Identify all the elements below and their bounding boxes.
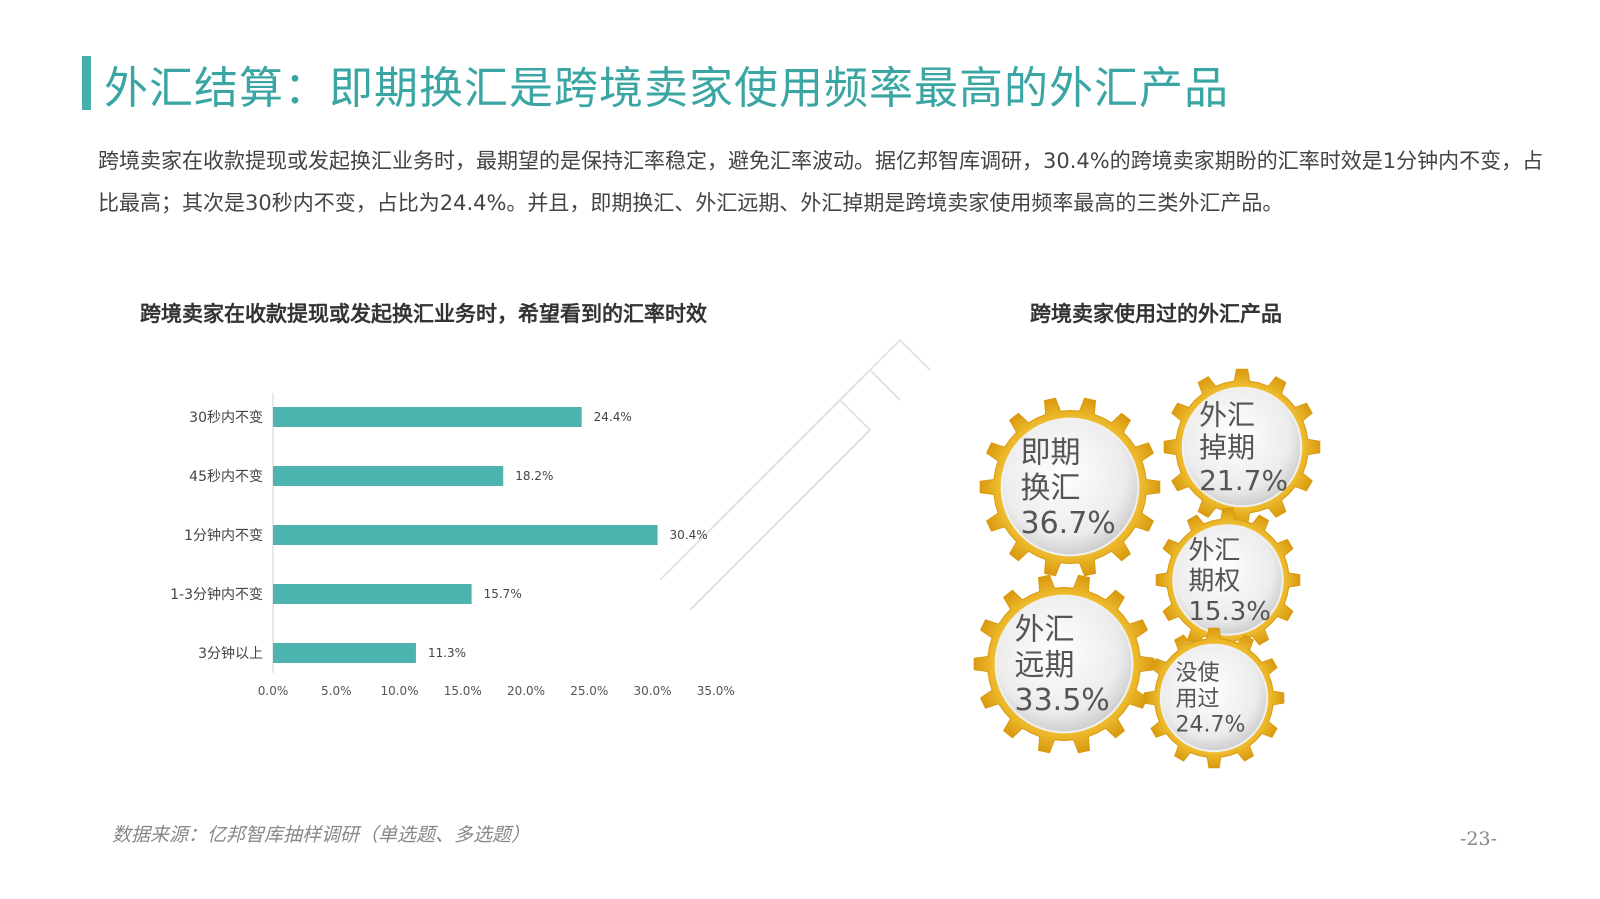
bar [273, 584, 472, 604]
gear-value: 21.7% [1199, 464, 1288, 497]
gear-label: 外汇 [1015, 613, 1075, 648]
x-tick-label: 35.0% [697, 684, 735, 698]
gear-label: 外汇 [1199, 398, 1255, 431]
data-label: 15.7% [484, 587, 522, 601]
title-accent-bar [82, 56, 91, 110]
gear-value: 24.7% [1176, 713, 1246, 738]
gear-label: 即期 [1021, 436, 1081, 471]
watermark [659, 338, 931, 610]
gear-disc [994, 594, 1134, 734]
gear-disc [1000, 417, 1140, 557]
gear-label: 期权 [1188, 566, 1240, 596]
gear-disc [1172, 524, 1284, 636]
data-label: 30.4% [670, 528, 708, 542]
gear-chart-title: 跨境卖家使用过的外汇产品 [1030, 302, 1282, 326]
data-source-note: 数据来源：亿邦智库抽样调研（单选题、多选题） [112, 824, 531, 846]
x-tick-label: 10.0% [380, 684, 418, 698]
gear-disc [1181, 386, 1303, 508]
bar [273, 643, 416, 663]
bar [273, 466, 504, 486]
x-tick-label: 5.0% [321, 684, 352, 698]
gear-label: 掉期 [1199, 431, 1255, 464]
gear-value: 33.5% [1015, 683, 1110, 718]
gear-label: 用过 [1176, 687, 1220, 712]
data-label: 18.2% [515, 469, 553, 483]
page-number: -23- [1460, 828, 1498, 850]
page-title: 外汇结算：即期换汇是跨境卖家使用频率最高的外汇产品 [104, 63, 1229, 114]
gear-label: 换汇 [1021, 471, 1081, 506]
gear-value: 15.3% [1188, 597, 1271, 627]
category-label: 45秒内不变 [189, 469, 263, 485]
data-label: 24.4% [594, 410, 632, 424]
x-tick-label: 20.0% [507, 684, 545, 698]
bar-chart: 30秒内不变 24.4% 45秒内不变 18.2% 1分钟内不变 30.4% 1-3分钟内不… [170, 393, 735, 698]
bar [273, 525, 658, 545]
category-label: 3分钟以上 [198, 645, 263, 662]
category-label: 1分钟内不变 [184, 527, 263, 544]
page-description: 跨境卖家在收款提现或发起换汇业务时，最期望的是保持汇率稳定，避免汇率波动。据亿邦… [98, 149, 1544, 215]
bar-chart-title: 跨境卖家在收款提现或发起换汇业务时，希望看到的汇率时效 [140, 302, 707, 326]
gear-label: 外汇 [1188, 536, 1240, 566]
category-label: 1-3分钟内不变 [170, 586, 263, 603]
x-tick-label: 30.0% [633, 684, 671, 698]
category-label: 30秒内不变 [189, 410, 263, 426]
gear-value: 36.7% [1021, 506, 1116, 541]
gear-chart: 即期换汇36.7%外汇掉期21.7%外汇期权15.3%外汇远期33.5%没使用过… [973, 368, 1321, 769]
data-label: 11.3% [428, 646, 466, 660]
x-tick-label: 25.0% [570, 684, 608, 698]
x-tick-label: 15.0% [444, 684, 482, 698]
gear-label: 远期 [1015, 648, 1075, 683]
gear-disc [1159, 643, 1269, 753]
x-tick-label: 0.0% [258, 684, 289, 698]
gear-label: 没使 [1176, 661, 1220, 686]
bar [273, 407, 582, 427]
